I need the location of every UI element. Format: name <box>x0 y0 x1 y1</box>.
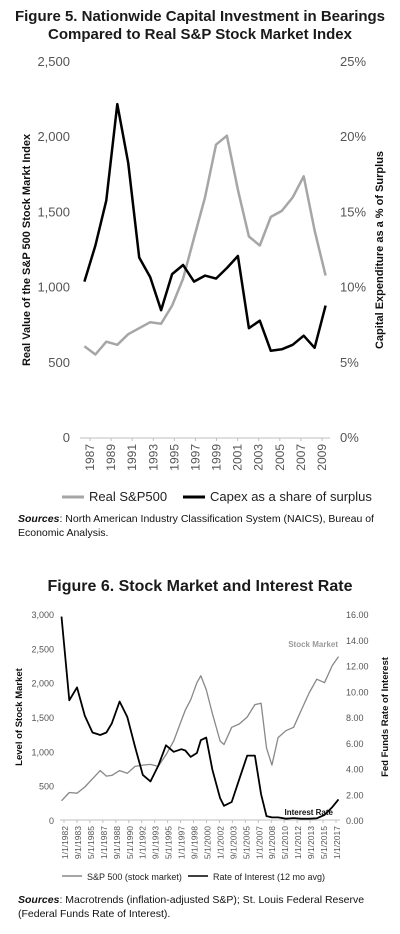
y-axis-title: Real Value of the S&P 500 Stock Markt In… <box>21 133 33 366</box>
x-tick-label: 2003 <box>252 444 266 471</box>
x-tick-label: 9/1/2008 <box>267 826 277 859</box>
y2-tick-label: 14.00 <box>346 636 369 646</box>
y-axis-title: Level of Stock Market <box>14 667 25 766</box>
x-tick-label: 1987 <box>83 444 97 471</box>
figure-5-title-line-2: Compared to Real S&P Stock Market Index <box>48 26 352 43</box>
y-tick-label: 1,500 <box>31 713 54 723</box>
y2-tick-label: 16.00 <box>346 610 369 620</box>
stock-market-annotation: Stock Market <box>288 640 338 649</box>
x-tick-label: 1/1/2002 <box>215 826 225 859</box>
y-tick-label: 0 <box>63 430 70 445</box>
legend-label: Capex as a share of surplus <box>210 489 372 504</box>
y2-tick-label: 6.00 <box>346 739 364 749</box>
x-tick-label: 5/1/1995 <box>164 826 174 859</box>
y-tick-label: 0 <box>49 816 54 826</box>
x-tick-label: 1/1/1992 <box>138 826 148 859</box>
x-tick-label: 1995 <box>167 444 181 471</box>
x-tick-label: 2007 <box>294 444 308 471</box>
interest-rate-annotation: Interest Rate <box>285 808 334 817</box>
figure-6-sources-label: Sources <box>18 894 60 906</box>
y2-tick-label: 25% <box>340 54 366 69</box>
figure-5-title-line-1: Figure 5. Nationwide Capital Investment … <box>14 8 386 25</box>
y-tick-label: 1,500 <box>37 204 70 219</box>
x-tick-label: 9/1/1993 <box>151 826 161 859</box>
y2-tick-label: 12.00 <box>346 662 369 672</box>
y-tick-label: 2,000 <box>37 129 70 144</box>
x-tick-label: 1/1/1997 <box>177 826 187 859</box>
y-tick-label: 2,000 <box>31 679 54 689</box>
y2-tick-label: 15% <box>340 204 366 219</box>
x-tick-label: 1989 <box>104 444 118 471</box>
x-tick-label: 1/1/2012 <box>293 826 303 859</box>
y2-tick-label: 8.00 <box>346 713 364 723</box>
y-tick-label: 1,000 <box>37 280 70 295</box>
figure-5-sources: Sources: North American Industry Classif… <box>18 512 388 540</box>
x-tick-label: 5/1/2015 <box>319 826 329 859</box>
figure-6-title: Figure 6. Stock Market and Interest Rate <box>47 578 353 595</box>
y-tick-label: 500 <box>39 782 54 792</box>
x-tick-label: 9/1/1983 <box>73 826 83 859</box>
y-tick-label: 2,500 <box>37 54 70 69</box>
y2-tick-label: 10.00 <box>346 687 369 697</box>
x-tick-label: 5/1/1985 <box>86 826 96 859</box>
x-tick-label: 9/1/1988 <box>112 826 122 859</box>
y2-tick-label: 5% <box>340 355 359 370</box>
y2-tick-label: 10% <box>340 280 366 295</box>
y2-tick-label: 20% <box>340 129 366 144</box>
series-line-rate <box>83 102 327 353</box>
y-tick-label: 500 <box>48 355 70 370</box>
figure-5-sources-label: Sources <box>18 513 60 525</box>
legend-label: S&P 500 (stock market) <box>87 872 182 882</box>
x-tick-label: 1999 <box>210 444 224 471</box>
x-tick-label: 1/1/1987 <box>99 826 109 859</box>
series-line-rate <box>60 616 340 820</box>
x-tick-label: 2001 <box>231 444 245 471</box>
x-tick-label: 2005 <box>273 444 287 471</box>
x-tick-label: 5/1/1990 <box>125 826 135 859</box>
legend-label: Real S&P500 <box>89 489 167 504</box>
x-tick-label: 1997 <box>188 444 202 471</box>
legend-label: Rate of Interest (12 mo avg) <box>213 872 325 882</box>
x-tick-label: 5/1/2000 <box>202 826 212 859</box>
y2-axis-title: Fed Funds Rate of Interest <box>380 656 391 777</box>
x-tick-label: 1993 <box>146 444 160 471</box>
series-line-stock <box>83 134 327 356</box>
y2-tick-label: 0% <box>340 430 359 445</box>
figure-6-sources-text: : Macrotrends (inflation-adjusted S&P); … <box>18 894 365 920</box>
x-tick-label: 1/1/1982 <box>60 826 70 859</box>
figure-5-chart: 0 500 1,000 1,500 2,000 2,500 0% 5% 10% 15% 20% 25%… <box>21 54 386 504</box>
series-line-stock <box>61 656 340 802</box>
y2-tick-label: 4.00 <box>346 765 364 775</box>
y-tick-label: 2,500 <box>31 644 54 654</box>
x-tick-label: 9/1/1998 <box>190 826 200 859</box>
y2-axis-title: Capital Expenditure as a % of Surplus <box>374 151 386 349</box>
figure-5-sources-text: : North American Industry Classification… <box>18 513 374 539</box>
x-tick-label: 5/1/2010 <box>280 826 290 859</box>
figure-5-title: Figure 5. Nationwide Capital Investment … <box>0 8 400 44</box>
figure-6-sources: Sources: Macrotrends (inflation-adjusted… <box>18 893 388 921</box>
x-tick-label: 5/1/2005 <box>241 826 251 859</box>
y2-tick-label: 0.00 <box>346 816 364 826</box>
x-tick-label: 1/1/2007 <box>254 826 264 859</box>
x-tick-label: 1991 <box>125 444 139 471</box>
x-tick-label: 2009 <box>315 444 329 471</box>
x-tick-label: 1/1/2017 <box>332 826 342 859</box>
y-tick-label: 1,000 <box>31 747 54 757</box>
y2-tick-label: 2.00 <box>346 790 364 800</box>
x-tick-label: 9/1/2003 <box>228 826 238 859</box>
y-tick-label: 3,000 <box>31 610 54 620</box>
x-tick-label: 9/1/2013 <box>306 826 316 859</box>
